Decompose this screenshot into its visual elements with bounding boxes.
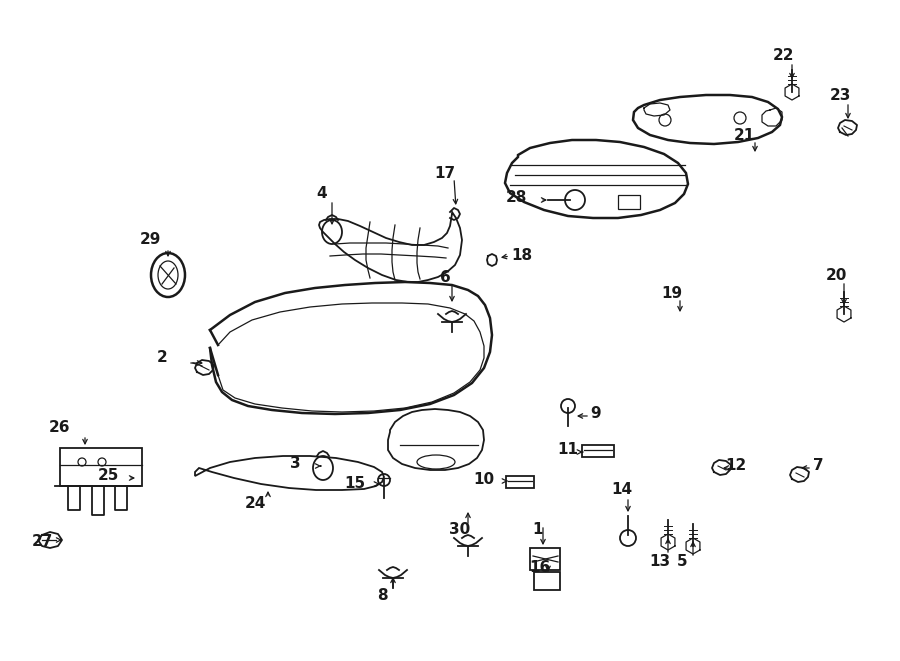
Text: 7: 7 (813, 457, 824, 473)
Bar (618, 195, 640, 209)
Bar (506, 476, 534, 488)
Text: 2: 2 (157, 350, 167, 366)
Text: 13: 13 (650, 555, 670, 570)
Text: 23: 23 (829, 87, 850, 102)
Text: 10: 10 (473, 473, 495, 488)
Text: 4: 4 (317, 186, 328, 200)
Text: 8: 8 (377, 588, 387, 603)
Text: 24: 24 (244, 496, 266, 512)
Text: 28: 28 (505, 190, 526, 206)
Text: 30: 30 (449, 522, 471, 537)
Text: 9: 9 (590, 405, 601, 420)
Text: 6: 6 (439, 270, 450, 286)
Text: 27: 27 (32, 535, 53, 549)
Text: 29: 29 (140, 233, 161, 247)
Text: 26: 26 (50, 420, 71, 434)
Text: 18: 18 (511, 249, 533, 264)
Text: 5: 5 (677, 555, 688, 570)
Text: 14: 14 (611, 483, 633, 498)
Text: 20: 20 (825, 268, 847, 282)
Text: 1: 1 (533, 522, 544, 537)
Text: 11: 11 (557, 442, 579, 457)
Text: 12: 12 (725, 459, 747, 473)
Text: 22: 22 (773, 48, 795, 63)
Bar (530, 548, 560, 570)
Text: 21: 21 (734, 128, 754, 143)
Text: 16: 16 (529, 559, 551, 574)
Bar (60, 448, 142, 486)
Bar (534, 572, 560, 590)
Text: 15: 15 (345, 477, 365, 492)
Bar (582, 445, 614, 457)
Text: 3: 3 (290, 455, 301, 471)
Text: 25: 25 (97, 467, 119, 483)
Text: 19: 19 (662, 286, 682, 301)
Text: 17: 17 (435, 165, 455, 180)
